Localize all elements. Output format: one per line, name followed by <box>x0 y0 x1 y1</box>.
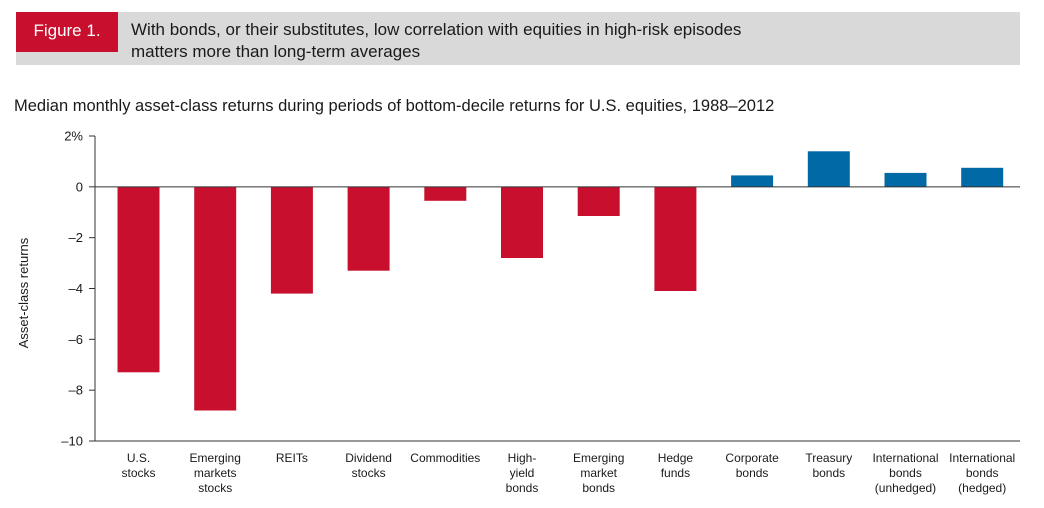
bar-8 <box>654 186 697 291</box>
category-label-2: Emerging markets stocks <box>190 451 241 495</box>
y-tick-label: –6 <box>69 332 83 347</box>
chart-title: Median monthly asset-class returns durin… <box>14 97 775 115</box>
figure-header-band <box>16 12 1020 65</box>
figure-label: Figure 1. <box>16 12 118 52</box>
bar-12 <box>961 167 1004 187</box>
category-label-line: Commodities <box>410 451 480 465</box>
category-label-line: Emerging <box>573 451 624 465</box>
category-label-line: funds <box>661 466 690 480</box>
category-label-3: REITs <box>276 451 308 465</box>
category-label-12: International bonds (hedged) <box>949 451 1015 495</box>
category-label-line: stocks <box>198 481 232 495</box>
category-label-line: Corporate <box>725 451 779 465</box>
category-label-line: bonds <box>889 466 922 480</box>
bar-7 <box>577 186 620 216</box>
figure-title: With bonds, or their substitutes, low co… <box>131 19 1011 63</box>
bar-1 <box>117 186 160 373</box>
bar-2 <box>194 186 237 411</box>
category-label-4: Dividend stocks <box>345 451 392 480</box>
category-label-line: International <box>872 451 938 465</box>
bar-10 <box>807 151 850 187</box>
y-tick-label: –4 <box>69 281 83 296</box>
figure-title-line-1: With bonds, or their substitutes, low co… <box>131 20 742 39</box>
category-label-line: bonds <box>506 481 539 495</box>
category-label-line: Treasury <box>805 451 852 465</box>
category-label-line: U.S. <box>127 451 150 465</box>
category-label-line: International <box>949 451 1015 465</box>
category-label-line: stocks <box>352 466 386 480</box>
category-label-line: bonds <box>582 481 615 495</box>
category-label-1: U.S. stocks <box>121 451 155 480</box>
figure-title-line-2: matters more than long-term averages <box>131 42 421 61</box>
category-label-line: bonds <box>736 466 769 480</box>
category-label-line: REITs <box>276 451 308 465</box>
category-label-11: International bonds (unhedged) <box>872 451 938 495</box>
category-label-line: market <box>580 466 617 480</box>
category-label-9: Corporate bonds <box>725 451 779 480</box>
category-label-line: High- <box>508 451 537 465</box>
bar-4 <box>347 186 390 271</box>
category-label-line: yield <box>510 466 535 480</box>
category-label-5: Commodities <box>410 451 480 465</box>
y-tick-label: 2% <box>64 129 83 144</box>
y-tick-label: 0 <box>76 179 83 194</box>
category-label-line: Dividend <box>345 451 392 465</box>
y-tick-label: –8 <box>69 383 83 398</box>
category-label-7: Emerging market bonds <box>573 451 624 495</box>
category-label-8: Hedge funds <box>658 451 694 480</box>
category-label-line: Hedge <box>658 451 694 465</box>
category-label-line: markets <box>194 466 237 480</box>
category-label-line: stocks <box>121 466 155 480</box>
category-label-6: High-yield bonds <box>506 451 539 495</box>
y-tick-label: –2 <box>69 230 83 245</box>
bar-11 <box>884 172 927 187</box>
bar-5 <box>424 186 467 201</box>
bar-3 <box>270 186 313 294</box>
bar-6 <box>501 186 543 258</box>
category-label-line: bonds <box>966 466 999 480</box>
bar-9 <box>731 175 774 187</box>
category-label-line: Emerging <box>190 451 241 465</box>
category-label-10: Treasury bonds <box>805 451 852 480</box>
category-label-line: bonds <box>812 466 845 480</box>
y-axis-label: Asset-class returns <box>16 237 31 348</box>
y-tick-label: –10 <box>61 434 83 449</box>
category-label-line: (unhedged) <box>875 481 936 495</box>
category-label-line: (hedged) <box>958 481 1006 495</box>
